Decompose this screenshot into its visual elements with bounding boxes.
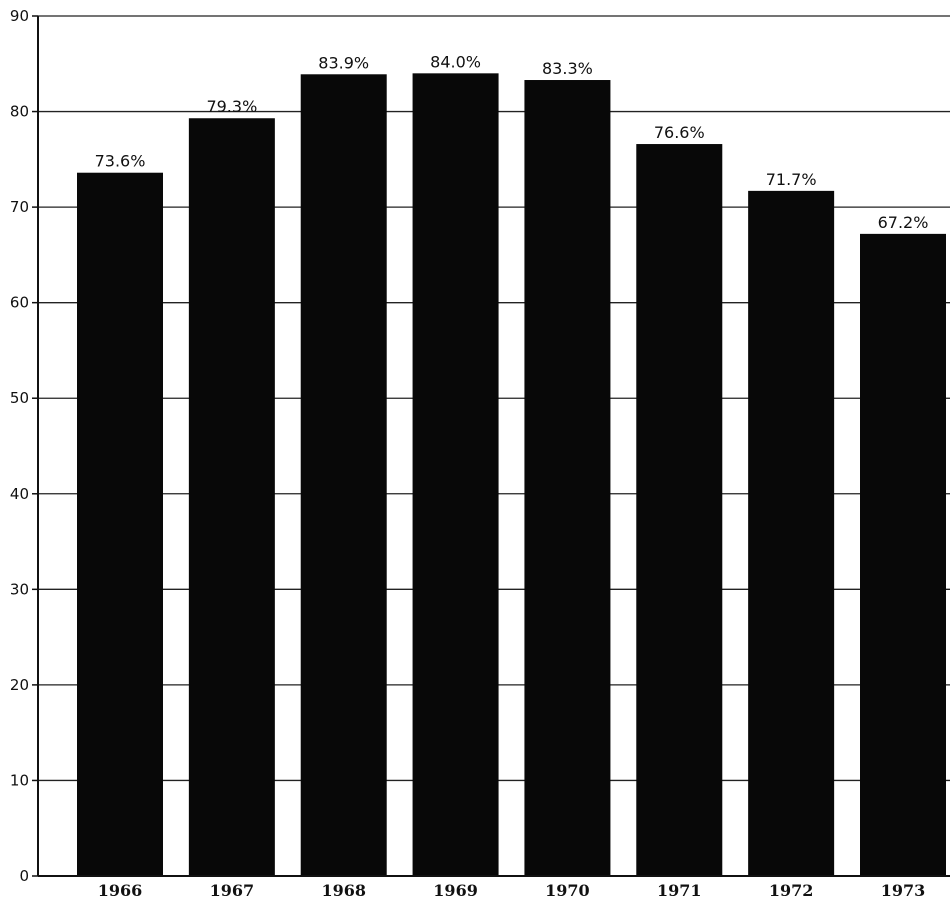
bar-1971 (636, 144, 723, 877)
bar-1970 (524, 80, 611, 877)
y-axis-ticks: 0 10 20 30 40 50 60 70 80 90 (10, 7, 38, 885)
y-tick-label: 70 (10, 198, 29, 216)
bar-1972 (748, 190, 835, 876)
data-label-1968: 83.9% (318, 53, 369, 72)
x-tick-label-1971: 1971 (657, 881, 702, 900)
bar-1968 (300, 74, 387, 877)
x-axis-ticks: 1966 1967 1968 1969 1970 1971 1972 1973 (98, 881, 926, 900)
y-tick-label: 0 (19, 867, 29, 885)
y-tick-label: 60 (10, 294, 29, 312)
x-tick-label-1970: 1970 (545, 881, 590, 900)
bar-1969 (412, 73, 499, 877)
data-label-1971: 76.6% (654, 123, 705, 142)
x-tick-label-1972: 1972 (769, 881, 814, 900)
x-tick-label-1968: 1968 (321, 881, 366, 900)
x-tick-label-1966: 1966 (98, 881, 143, 900)
y-tick-label: 50 (10, 389, 29, 407)
y-tick-label: 10 (10, 771, 29, 789)
data-label-1970: 83.3% (542, 59, 593, 78)
y-tick-label: 90 (10, 7, 29, 25)
y-tick-label: 30 (10, 580, 29, 598)
x-tick-label-1967: 1967 (210, 881, 255, 900)
data-label-1973: 67.2% (878, 213, 929, 232)
data-label-1967: 79.3% (206, 97, 257, 116)
x-tick-label-1969: 1969 (433, 881, 478, 900)
data-label-1969: 84.0% (430, 52, 481, 71)
x-tick-label-1973: 1973 (881, 881, 926, 900)
y-tick-label: 40 (10, 485, 29, 503)
data-label-1966: 73.6% (95, 152, 146, 171)
bar-1973 (860, 233, 946, 876)
bar-1967 (188, 118, 275, 876)
data-label-1972: 71.7% (766, 170, 817, 189)
y-tick-label: 80 (10, 103, 29, 121)
y-tick-label: 20 (10, 676, 29, 694)
data-labels: 73.6% 79.3% 83.9% 84.0% 83.3% 76.6% 71.7% 67.2% (95, 52, 929, 232)
bars (77, 73, 946, 877)
bar-1966 (77, 172, 163, 876)
